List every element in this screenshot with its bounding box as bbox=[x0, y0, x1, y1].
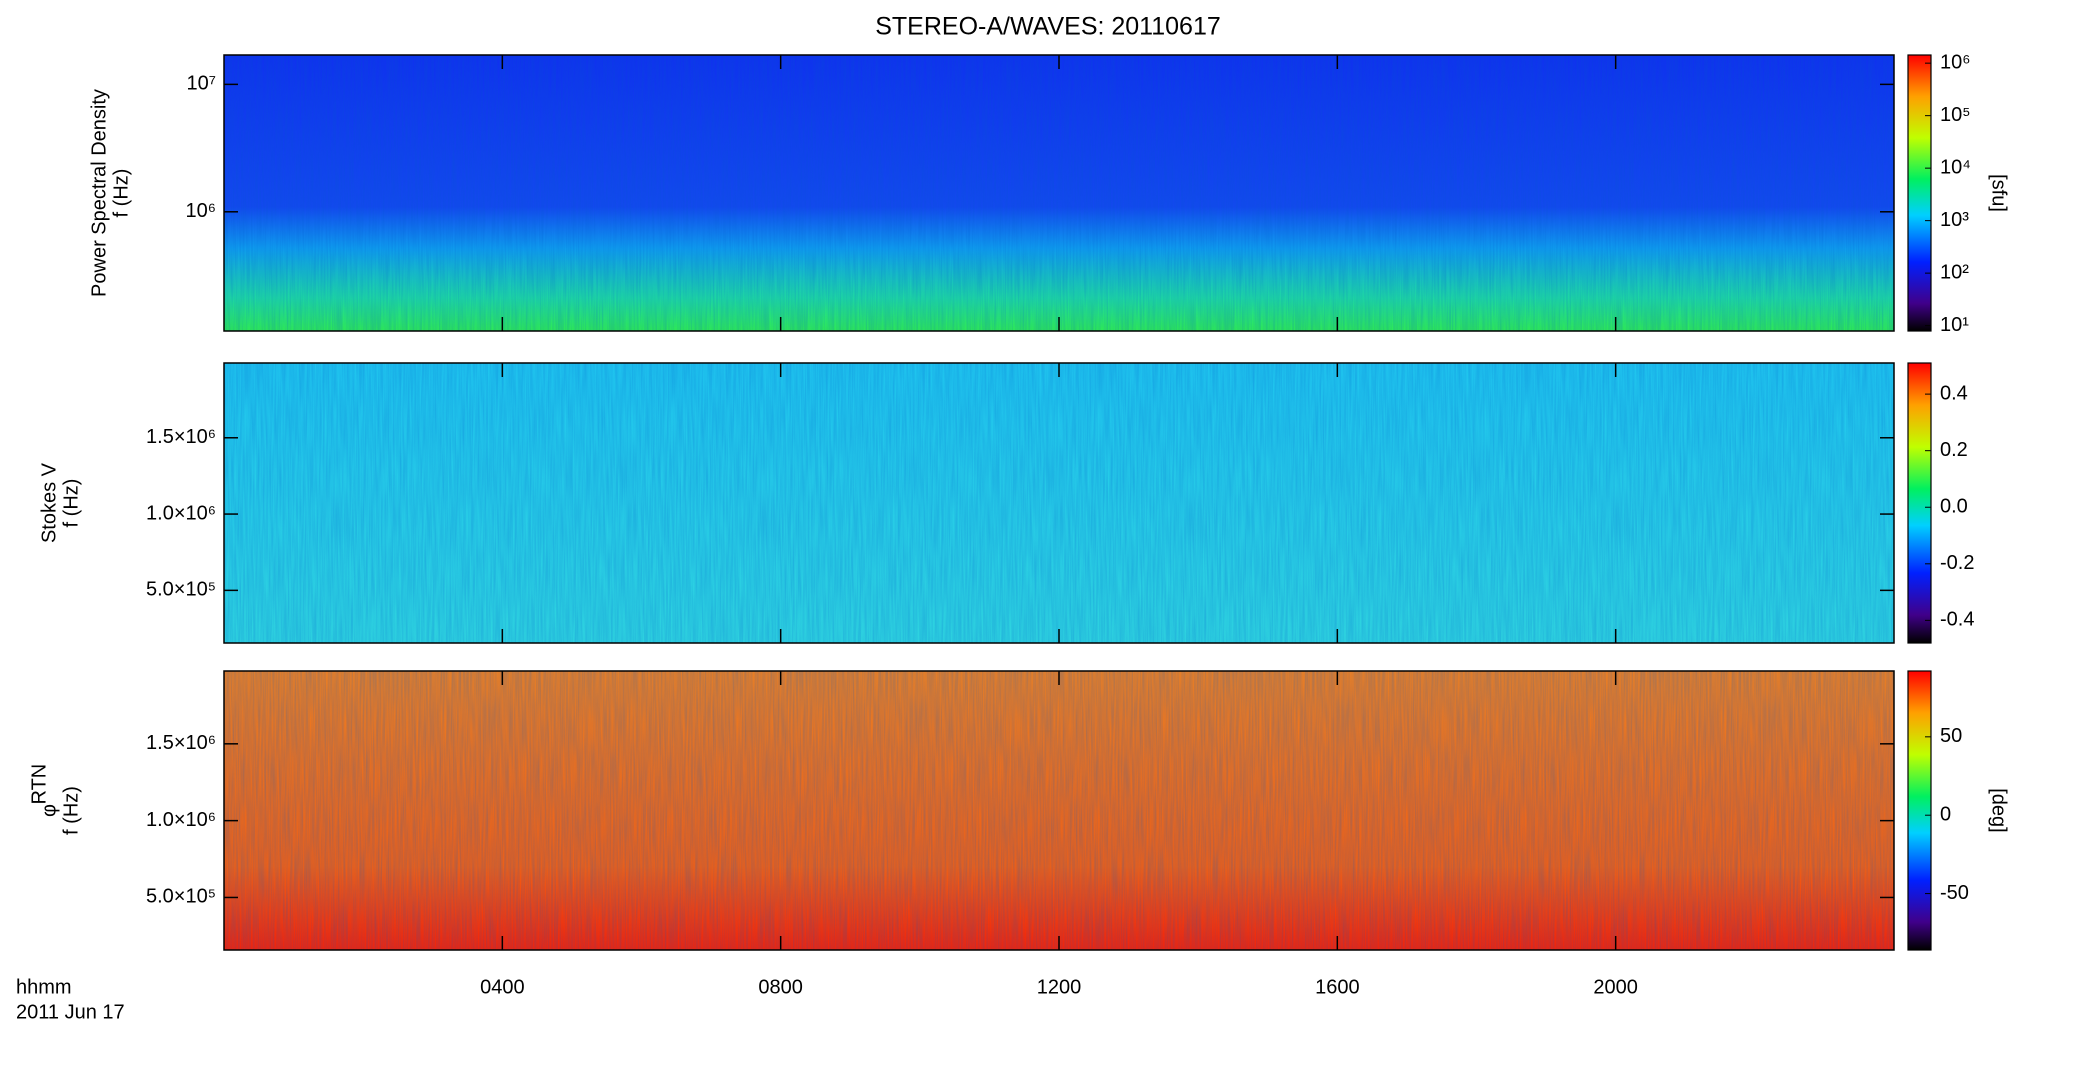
y-axis-label: φ bbox=[38, 804, 60, 817]
y-tick-label: 5.0×10⁵ bbox=[146, 579, 216, 601]
colorbar bbox=[1907, 670, 1932, 951]
colorbar-tick-label: 0.0 bbox=[1940, 496, 1968, 518]
y-tick-label: 10⁶ bbox=[186, 200, 216, 222]
x-tick-label: 1200 bbox=[1037, 976, 1082, 998]
x-tick-label: 2000 bbox=[1593, 976, 1638, 998]
date-label: 2011 Jun 17 bbox=[16, 1001, 125, 1023]
y-axis-label: Stokes V bbox=[38, 462, 60, 543]
colorbar-tick-label: 10¹ bbox=[1940, 314, 1969, 336]
colorbar-tick-label: 10² bbox=[1940, 261, 1969, 283]
y-axis-label: f (Hz) bbox=[110, 169, 132, 218]
y-tick-label: 1.0×10⁶ bbox=[146, 809, 216, 831]
colorbar-tick-label: 50 bbox=[1940, 725, 1962, 747]
x-tick-label: 0400 bbox=[480, 976, 525, 998]
colorbar-tick-label: -50 bbox=[1940, 882, 1969, 904]
colorbar-tick-label: 0.4 bbox=[1940, 382, 1968, 404]
y-tick-label: 1.0×10⁶ bbox=[146, 502, 216, 524]
chart-title: STEREO-A/WAVES: 20110617 bbox=[875, 13, 1221, 41]
spectrogram-texture bbox=[224, 55, 1894, 331]
colorbar-tick-label: 0 bbox=[1940, 803, 1951, 825]
colorbar-tick-label: -0.2 bbox=[1940, 552, 1974, 574]
y-tick-label: 10⁷ bbox=[187, 73, 216, 95]
colorbar-tick-label: 10⁶ bbox=[1940, 51, 1970, 73]
y-axis-label: f (Hz) bbox=[60, 786, 82, 835]
colorbar-tick-label: 10⁴ bbox=[1940, 156, 1971, 178]
y-axis-label: f (Hz) bbox=[60, 479, 82, 528]
colorbar-tick-label: 10⁵ bbox=[1940, 104, 1971, 126]
spectrogram-texture bbox=[224, 363, 1894, 643]
y-tick-label: 1.5×10⁶ bbox=[146, 732, 216, 754]
x-tick-label: 0800 bbox=[758, 976, 803, 998]
colorbar-tick-label: 10³ bbox=[1940, 209, 1969, 231]
x-tick-label: 1600 bbox=[1315, 976, 1360, 998]
colorbar-tick-label: 0.2 bbox=[1940, 439, 1968, 461]
y-axis-label: Power Spectral Density bbox=[88, 89, 110, 297]
colorbar-tick-label: -0.4 bbox=[1940, 609, 1974, 631]
colorbar bbox=[1907, 54, 1932, 332]
y-tick-label: 5.0×10⁵ bbox=[146, 886, 216, 908]
spectrogram-texture bbox=[224, 671, 1894, 950]
colorbar-label: [sfu] bbox=[1988, 174, 2010, 212]
colorbar bbox=[1907, 362, 1932, 644]
y-axis-label-subscript: RTN bbox=[28, 764, 50, 805]
x-axis-label: hhmm bbox=[16, 976, 72, 998]
colorbar-label: [deg] bbox=[1988, 788, 2010, 832]
y-tick-label: 1.5×10⁶ bbox=[146, 426, 216, 448]
